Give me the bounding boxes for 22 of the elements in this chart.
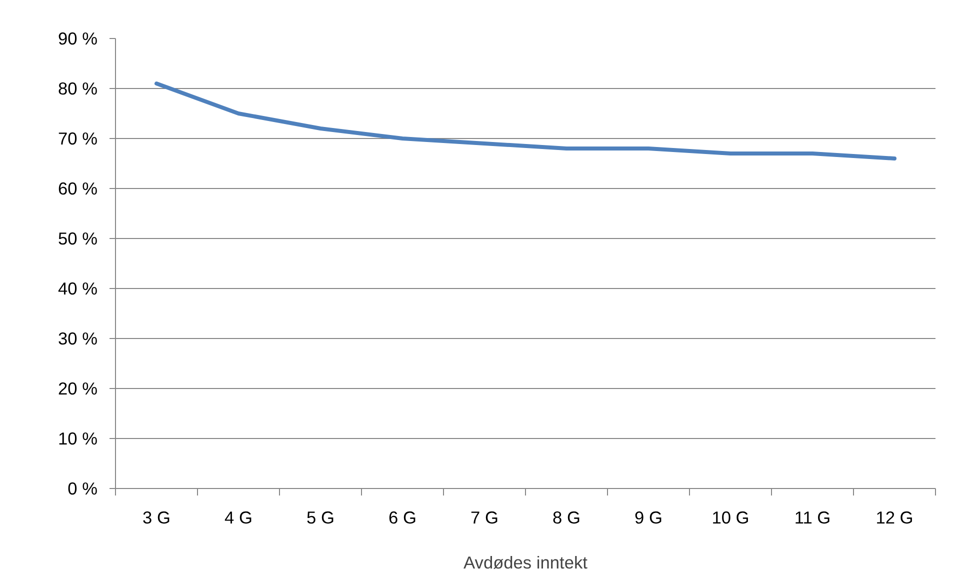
x-tick-label: 11 G [794, 508, 831, 528]
y-tick-label: 30 % [58, 328, 98, 348]
y-tick-label: 80 % [58, 78, 98, 98]
x-tick-label: 6 G [388, 508, 416, 528]
x-tick-label: 5 G [306, 508, 334, 528]
x-tick-label: 7 G [470, 508, 498, 528]
y-tick-label: 70 % [58, 128, 98, 148]
x-tick-label: 3 G [142, 508, 170, 528]
y-tick-label: 0 % [68, 478, 98, 498]
y-tick-label: 40 % [58, 278, 98, 298]
x-tick-label: 12 G [876, 508, 914, 528]
x-axis-title: Avdødes inntekt [464, 552, 588, 572]
x-tick-label: 4 G [224, 508, 252, 528]
y-tick-label: 10 % [58, 428, 98, 448]
y-tick-label: 20 % [58, 378, 98, 398]
x-tick-label: 10 G [712, 508, 750, 528]
y-tick-label: 50 % [58, 228, 98, 248]
x-tick-label: 9 G [634, 508, 662, 528]
y-tick-label: 90 % [58, 28, 98, 48]
x-tick-label: 8 G [552, 508, 580, 528]
line-series [154, 82, 896, 160]
y-tick-label: 60 % [58, 178, 98, 198]
